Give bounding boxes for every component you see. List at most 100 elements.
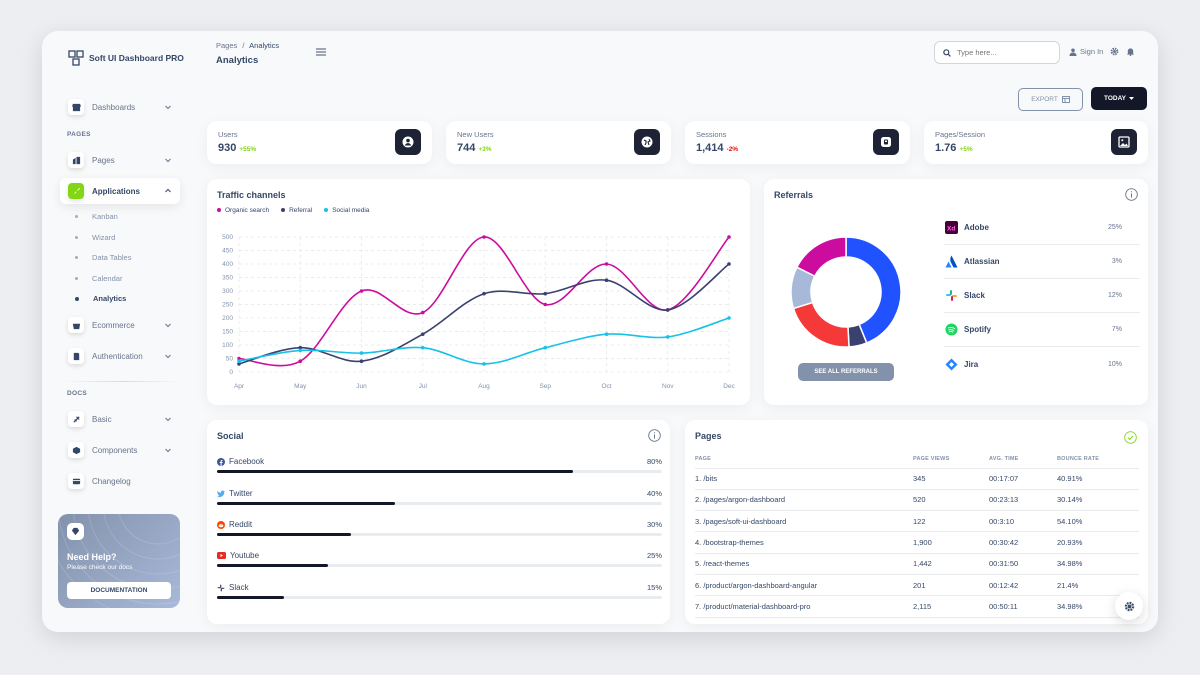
search-box[interactable] [934, 41, 1060, 64]
spaceship-icon [68, 411, 84, 427]
referral-name: Spotify [964, 325, 992, 334]
stat-card-new-users: New Users 744 +3% [446, 121, 671, 164]
table-cell: 7. /product/material-dashboard-pro [695, 595, 913, 618]
table-cell: 40.91% [1057, 468, 1139, 490]
breadcrumb-root[interactable]: Pages [216, 41, 238, 50]
referrals-donut-chart [790, 236, 902, 348]
referral-row-slack[interactable]: Slack 12% [944, 279, 1140, 313]
data-point-organic-search [604, 262, 609, 266]
table-row[interactable]: 1. /bits 345 00:17:07 40.91% [695, 468, 1139, 490]
sign-in-link[interactable]: Sign In [1069, 47, 1103, 56]
subitem-label: Kanban [92, 212, 118, 221]
legend-item: Social media [324, 207, 369, 214]
y-tick-label: 200 [222, 315, 233, 322]
info-icon[interactable] [1125, 188, 1138, 201]
table-row[interactable]: 3. /pages/soft-ui-dashboard 122 00:3:10 54.… [695, 510, 1139, 533]
y-tick-label: 400 [222, 261, 233, 268]
brand-name: Soft UI Dashboard PRO [89, 53, 184, 63]
donut-slice-jira[interactable] [795, 236, 847, 278]
sidebar-item-components[interactable]: Components [60, 437, 180, 463]
sidebar-subitem-calendar[interactable]: Calendar [75, 274, 122, 283]
sidebar-subitem-data-tables[interactable]: Data Tables [75, 253, 131, 262]
sidebar-subitem-wizard[interactable]: Wizard [75, 233, 115, 242]
stat-card-pages-session: Pages/Session 1.76 +5% [924, 121, 1148, 164]
today-label: TODAY [1103, 95, 1127, 102]
stat-card-sessions: Sessions 1,414 -2% [685, 121, 910, 164]
sidebar-subitem-analytics[interactable]: Analytics [75, 294, 126, 303]
social-percent: 40% [646, 489, 662, 498]
brand[interactable]: Soft UI Dashboard PRO [68, 50, 184, 66]
sidebar-subitem-kanban[interactable]: Kanban [75, 212, 118, 221]
chevron-down-icon [165, 448, 171, 453]
info-icon[interactable] [648, 429, 661, 442]
gear-icon[interactable] [1110, 47, 1119, 56]
table-cell: 4. /bootstrap-themes [695, 531, 913, 554]
table-row[interactable]: 6. /product/argon-dashboard-angular 201 00… [695, 574, 1139, 597]
referral-row-adobe[interactable]: Xd Adobe 25% [944, 211, 1140, 245]
chart-legend: Organic search Referral Social media [217, 207, 369, 214]
table-cell: 54.10% [1057, 510, 1139, 533]
table-row[interactable]: 4. /bootstrap-themes 1,900 00:30:42 20.93% [695, 531, 1139, 554]
document-icon [68, 348, 84, 364]
sidebar-item-changelog[interactable]: Changelog [60, 468, 180, 494]
table-header[interactable]: PAGE [695, 450, 913, 469]
chevron-down-icon [165, 158, 171, 163]
x-tick-label: Jun [356, 383, 367, 390]
documentation-button[interactable]: DOCUMENTATION [67, 582, 171, 599]
data-point-social-media [543, 345, 548, 350]
progress-fill [217, 502, 395, 505]
table-row[interactable]: 2. /pages/argon-dashboard 520 00:23:13 30.1… [695, 489, 1139, 512]
subitem-label: Calendar [92, 274, 123, 283]
export-button[interactable]: EXPORT [1018, 88, 1083, 111]
pages-title: Pages [695, 431, 722, 441]
table-row[interactable]: 7. /product/material-dashboard-pro 2,115 0… [695, 595, 1139, 618]
logo-icon [68, 50, 84, 66]
subitem-label: Data Tables [92, 253, 132, 262]
today-dropdown-button[interactable]: TODAY [1091, 87, 1147, 110]
traffic-title: Traffic channels [217, 190, 286, 200]
user-circle-icon [402, 136, 414, 148]
social-percent: 15% [646, 583, 662, 592]
see-all-referrals-button[interactable]: SEE ALL REFERRALS [798, 363, 894, 381]
sidebar-item-applications[interactable]: Applications [60, 178, 180, 204]
chevron-down-icon [165, 323, 171, 328]
facebook-icon [217, 457, 225, 466]
table-header[interactable]: AVG. TIME [989, 450, 1057, 469]
search-icon [943, 48, 951, 57]
check-circle-icon[interactable] [1124, 431, 1137, 444]
referral-row-atlassian[interactable]: Atlassian 3% [944, 245, 1140, 279]
sidebar-item-dashboards[interactable]: Dashboards [60, 94, 180, 120]
table-row[interactable]: 5. /react-themes 1,442 00:31:50 34.98% [695, 553, 1139, 575]
referral-row-spotify[interactable]: Spotify 7% [944, 313, 1140, 347]
referral-row-jira[interactable]: Jira 10% [944, 347, 1140, 381]
stat-change: +55% [239, 146, 257, 153]
configurator-button[interactable] [1115, 592, 1143, 620]
social-label: Slack [229, 583, 249, 592]
table-header[interactable]: PAGE VIEWS [913, 450, 989, 469]
table-header[interactable]: BOUNCE RATE [1057, 450, 1139, 469]
bell-icon[interactable] [1126, 47, 1135, 56]
stat-label: Users [218, 130, 238, 139]
stat-icon-box [1111, 129, 1137, 155]
sidebar-item-authentication[interactable]: Authentication [60, 343, 180, 369]
social-name: Reddit [217, 520, 252, 529]
sidebar-item-ecommerce[interactable]: Ecommerce [60, 312, 180, 338]
sidebar-item-basic[interactable]: Basic [60, 406, 180, 432]
social-row-twitter: Twitter 40% [217, 489, 662, 515]
search-input[interactable] [957, 48, 1052, 57]
stat-number: 1.76 [935, 142, 957, 154]
referral-percent: 10% [1107, 360, 1122, 368]
sidebar-item-pages[interactable]: Pages [60, 147, 180, 173]
x-tick-label: Nov [662, 383, 674, 390]
sidebar-divider [62, 381, 180, 382]
stat-value: 1.76 +5% [935, 142, 973, 154]
x-tick-label: Oct [601, 383, 611, 390]
donut-slice-adobe[interactable] [845, 236, 902, 344]
stat-value: 1,414 -2% [696, 142, 738, 154]
menu-toggle-icon[interactable] [316, 48, 326, 56]
table-cell: 21.4% [1057, 574, 1139, 597]
donut-slice-slack[interactable] [792, 301, 850, 348]
progress-fill [217, 564, 329, 567]
table-cell: 520 [913, 489, 989, 512]
clock-icon [881, 137, 891, 147]
